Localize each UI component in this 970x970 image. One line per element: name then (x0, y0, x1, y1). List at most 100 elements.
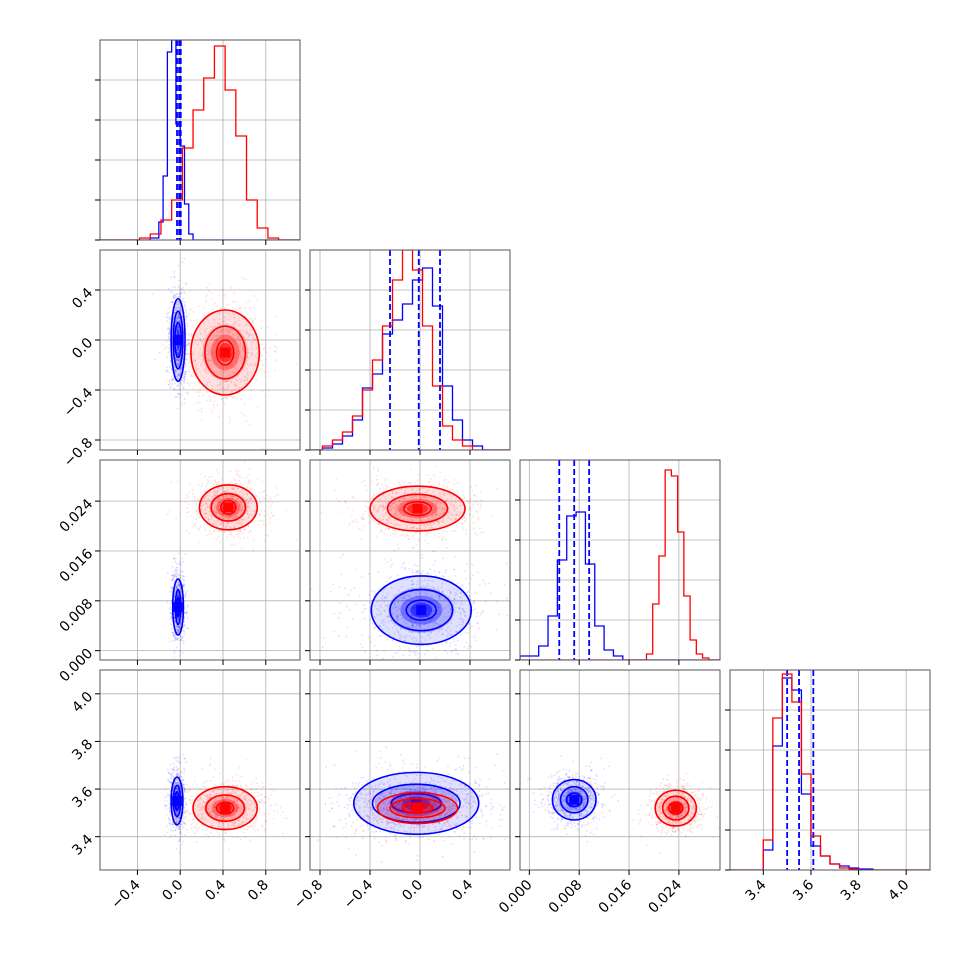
scatter-point (359, 538, 362, 540)
scatter-point (441, 538, 444, 541)
scatter-point (387, 501, 390, 503)
scatter-point (220, 514, 223, 516)
scatter-point (420, 516, 422, 519)
scatter-point (226, 516, 229, 519)
scatter-point (225, 490, 228, 493)
scatter-point (431, 580, 434, 582)
scatter-point (172, 639, 175, 642)
scatter-point (227, 385, 229, 388)
panel-3-0: −0.4 0.0 0.4 0.83.43.63.84.0 (69, 669, 301, 912)
scatter-point (231, 514, 233, 517)
scatter-point (204, 368, 207, 370)
scatter-point (238, 356, 241, 359)
scatter-point (332, 583, 335, 586)
scatter-point (232, 311, 234, 314)
scatter-point (230, 380, 233, 383)
scatter-point (253, 362, 256, 365)
scatter-point (400, 507, 402, 510)
scatter-point (400, 627, 402, 629)
scatter-point (241, 488, 244, 491)
scatter-point (439, 597, 441, 599)
scatter-point (188, 344, 191, 347)
scatter-point (177, 630, 180, 633)
scatter-point (361, 516, 364, 518)
scatter-point (176, 325, 179, 328)
panel-content (310, 250, 510, 450)
scatter-point (225, 380, 228, 383)
scatter-point (246, 536, 249, 539)
scatter-point (206, 479, 209, 481)
scatter-point (444, 499, 447, 502)
scatter-point (174, 286, 177, 289)
scatter-point (230, 286, 233, 289)
scatter-point (444, 493, 446, 496)
scatter-point (172, 575, 175, 577)
scatter-point (230, 363, 233, 366)
scatter-point (436, 512, 439, 515)
scatter-point (407, 625, 409, 628)
scatter-point (223, 516, 226, 519)
scatter-point (195, 321, 198, 324)
scatter-point (225, 296, 228, 299)
scatter-point (412, 526, 415, 529)
scatter-point (440, 496, 442, 498)
grid (100, 460, 300, 660)
scatter-point (345, 635, 348, 638)
scatter-point (170, 585, 173, 588)
scatter-point (183, 807, 185, 809)
scatter-point (176, 317, 179, 320)
scatter-point (368, 521, 370, 524)
scatter-point (200, 505, 203, 507)
scatter-point (247, 399, 250, 401)
scatter-point (210, 359, 213, 362)
scatter-point (437, 520, 440, 523)
scatter-point (219, 370, 222, 373)
scatter-point (239, 360, 242, 362)
scatter-point (185, 497, 187, 499)
scatter-point (426, 533, 428, 536)
scatter-point (177, 297, 180, 300)
scatter-point (227, 314, 229, 316)
scatter-point (256, 299, 259, 302)
scatter-point (228, 421, 231, 424)
scatter-point (178, 337, 181, 340)
scatter-point (175, 822, 178, 824)
scatter-point (255, 379, 258, 381)
scatter-point (183, 769, 186, 772)
scatter-point (251, 319, 254, 322)
scatter-point (231, 488, 234, 491)
scatter-point (405, 619, 408, 621)
scatter-point (260, 368, 263, 370)
scatter-point (217, 497, 219, 500)
scatter-point (211, 328, 214, 331)
scatter-point (438, 628, 441, 631)
scatter-point (410, 518, 413, 520)
scatter-point (241, 506, 243, 509)
scatter-point (412, 526, 415, 529)
scatter-point (184, 823, 187, 826)
scatter-point (248, 365, 251, 367)
scatter-point (171, 301, 174, 303)
scatter-point (411, 571, 414, 574)
scatter-point (246, 367, 248, 370)
scatter-point (411, 625, 413, 628)
scatter-point (238, 378, 241, 380)
scatter-point (466, 647, 469, 650)
scatter-point (185, 627, 188, 630)
scatter-point (453, 509, 456, 512)
scatter-point (180, 634, 183, 637)
scatter-point (176, 351, 179, 354)
scatter-point (415, 565, 418, 568)
scatter-point (179, 383, 182, 385)
scatter-point (408, 650, 411, 652)
scatter-point (218, 312, 221, 314)
scatter-point (247, 516, 250, 519)
scatter-point (435, 617, 437, 620)
scatter-point (176, 773, 179, 775)
scatter-point (338, 612, 341, 614)
scatter-point (179, 654, 182, 657)
scatter-point (212, 360, 215, 362)
scatter-point (213, 494, 216, 497)
scatter-point (210, 292, 213, 294)
scatter-point (433, 507, 436, 509)
